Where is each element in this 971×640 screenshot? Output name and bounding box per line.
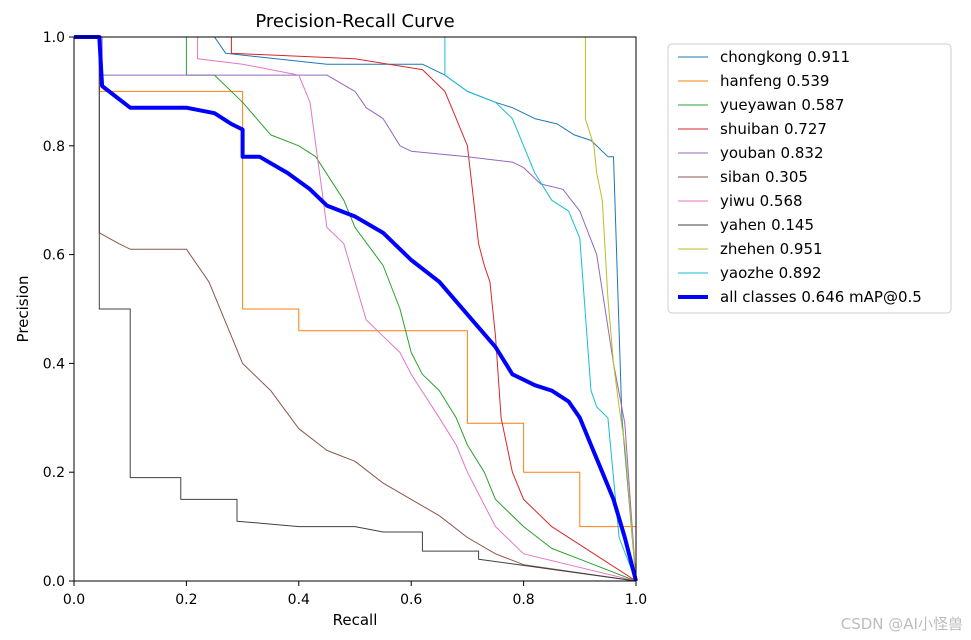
plot-frame <box>73 36 637 582</box>
legend-label-2: yueyawan 0.587 <box>720 96 844 114</box>
x-tick-label: 0.4 <box>288 592 310 608</box>
y-axis: 0.0 0.2 0.4 0.6 0.8 1.0 <box>43 30 74 590</box>
y-tick-label: 0.8 <box>43 139 65 155</box>
legend-label-0: chongkong 0.911 <box>720 48 850 66</box>
legend-label-3: shuiban 0.727 <box>720 120 827 138</box>
legend-label-8: zhehen 0.951 <box>720 240 823 258</box>
chart-title: Precision-Recall Curve <box>255 11 454 32</box>
legend-box <box>667 43 952 314</box>
series-line-6 <box>74 36 637 582</box>
x-axis: 0.0 0.2 0.4 0.6 0.8 1.0 <box>63 581 647 608</box>
legend-label-7: yahen 0.145 <box>720 216 814 234</box>
legend-label-4: youban 0.832 <box>720 144 824 162</box>
watermark: CSDN @AI小怪兽 <box>840 615 963 633</box>
y-tick-label: 0.2 <box>43 465 65 481</box>
legend-label-5: siban 0.305 <box>720 168 808 186</box>
x-tick-label: 0.8 <box>512 592 534 608</box>
series-line-3 <box>74 36 637 582</box>
series-line-2 <box>74 36 637 582</box>
x-tick-label: 0.2 <box>175 592 197 608</box>
y-tick-label: 0.4 <box>43 356 65 372</box>
series-line-4 <box>74 36 637 582</box>
legend-label-6: yiwu 0.568 <box>720 192 803 210</box>
plot-lines <box>74 35 638 582</box>
series-line-10 <box>74 35 638 582</box>
legend: chongkong 0.911 hanfeng 0.539 yueyawan 0.5… <box>667 43 952 314</box>
y-tick-label: 0.0 <box>43 574 65 590</box>
series-line-0 <box>74 36 637 582</box>
y-tick-label: 1.0 <box>43 30 65 46</box>
series-line-8 <box>74 36 637 582</box>
legend-label-1: hanfeng 0.539 <box>720 72 829 90</box>
series-line-9 <box>74 36 637 582</box>
series-line-7 <box>74 36 637 582</box>
y-tick-label: 0.6 <box>43 248 65 264</box>
x-tick-label: 0.0 <box>63 592 85 608</box>
x-axis-label: Recall <box>333 611 378 629</box>
series-line-1 <box>74 36 636 528</box>
legend-label-10: all classes 0.646 mAP@0.5 <box>720 288 922 306</box>
x-tick-label: 0.6 <box>400 592 422 608</box>
y-axis-label: Precision <box>14 276 32 343</box>
series-line-5 <box>74 36 637 582</box>
x-tick-label: 1.0 <box>625 592 647 608</box>
legend-label-9: yaozhe 0.892 <box>720 264 822 282</box>
